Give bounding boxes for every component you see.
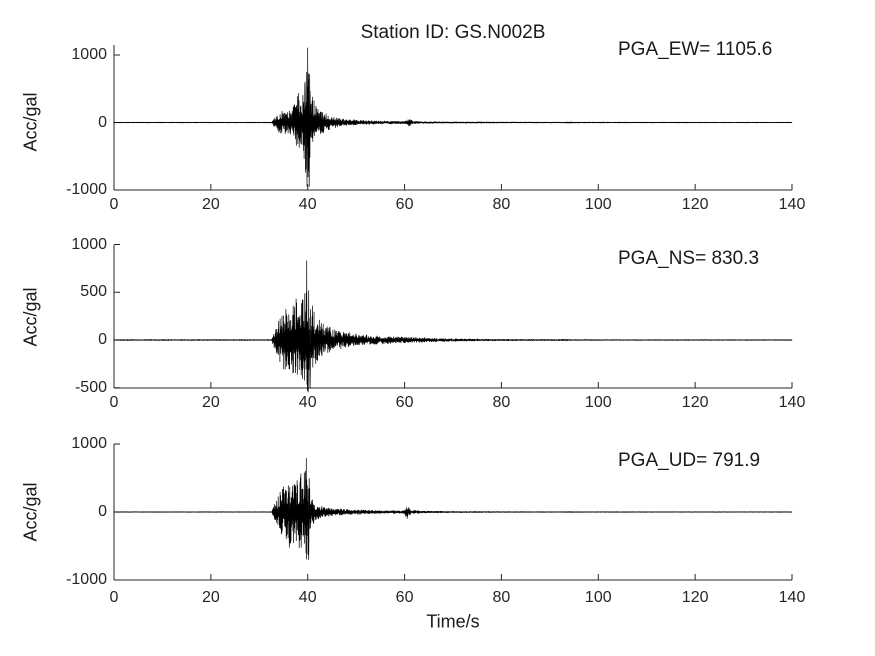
ud-y-tick-label: 0 <box>98 503 107 520</box>
ns-x-tick-label: 140 <box>778 394 806 411</box>
ew-x-tick-label: 20 <box>201 196 220 213</box>
x-axis-label: Time/s <box>426 611 480 632</box>
ns-y-tick-label: -500 <box>74 378 107 396</box>
ns-y-tick-label: 500 <box>80 283 107 301</box>
ns-x-tick-label: 80 <box>492 394 511 411</box>
ns-trace <box>113 260 793 393</box>
ew-x-tick-label: 40 <box>298 196 317 213</box>
pga-ns-annotation: PGA_NS= 830.3 <box>618 248 760 269</box>
ud-x-tick-label: 20 <box>201 589 220 606</box>
ud-x-tick-label: 120 <box>681 589 709 606</box>
ns-x-tick-label: 100 <box>584 394 612 411</box>
ud-trace <box>113 457 793 560</box>
y-axis-label-ud: Acc/gal <box>20 482 41 542</box>
ud-y-tick-label: -1000 <box>66 571 107 588</box>
ew-x-tick-label: 140 <box>778 196 806 213</box>
ns-x-tick-label: 20 <box>201 394 220 411</box>
ud-y-tick-label: 1000 <box>71 435 107 452</box>
ud-x-tick-label: 80 <box>492 589 511 606</box>
ew-x-tick-label: 100 <box>584 196 612 213</box>
ud-x-tick-label: 140 <box>778 589 806 606</box>
y-axis-label-ew: Acc/gal <box>20 92 41 152</box>
ew-x-tick-label: 0 <box>109 196 119 213</box>
ew-x-tick-label: 80 <box>492 196 511 213</box>
figure-title: Station ID: GS.N002B <box>360 22 546 43</box>
ns-y-tick-label: 0 <box>98 331 107 348</box>
ns-x-tick-label: 120 <box>681 394 709 411</box>
ns-y-tick-label: 1000 <box>71 235 107 253</box>
pga-ud-annotation: PGA_UD= 791.9 <box>618 450 761 471</box>
ud-x-tick-label: 0 <box>109 589 119 606</box>
ud-x-tick-label: 100 <box>584 589 612 606</box>
ud-x-tick-label: 60 <box>395 589 414 606</box>
ns-x-tick-label: 60 <box>395 394 414 411</box>
ns-x-tick-label: 40 <box>298 394 317 411</box>
ew-y-tick-label: -1000 <box>66 181 107 198</box>
ew-x-tick-label: 60 <box>395 196 414 213</box>
pga-ew-annotation: PGA_EW= 1105.6 <box>618 39 773 60</box>
ew-trace <box>113 47 793 187</box>
ew-y-tick-label: 0 <box>98 113 107 131</box>
ns-x-tick-label: 0 <box>109 394 119 411</box>
ew-x-tick-label: 120 <box>681 196 709 213</box>
y-axis-label-ns: Acc/gal <box>20 287 41 347</box>
ud-x-tick-label: 40 <box>298 589 317 606</box>
ew-y-tick-label: 1000 <box>71 46 107 63</box>
